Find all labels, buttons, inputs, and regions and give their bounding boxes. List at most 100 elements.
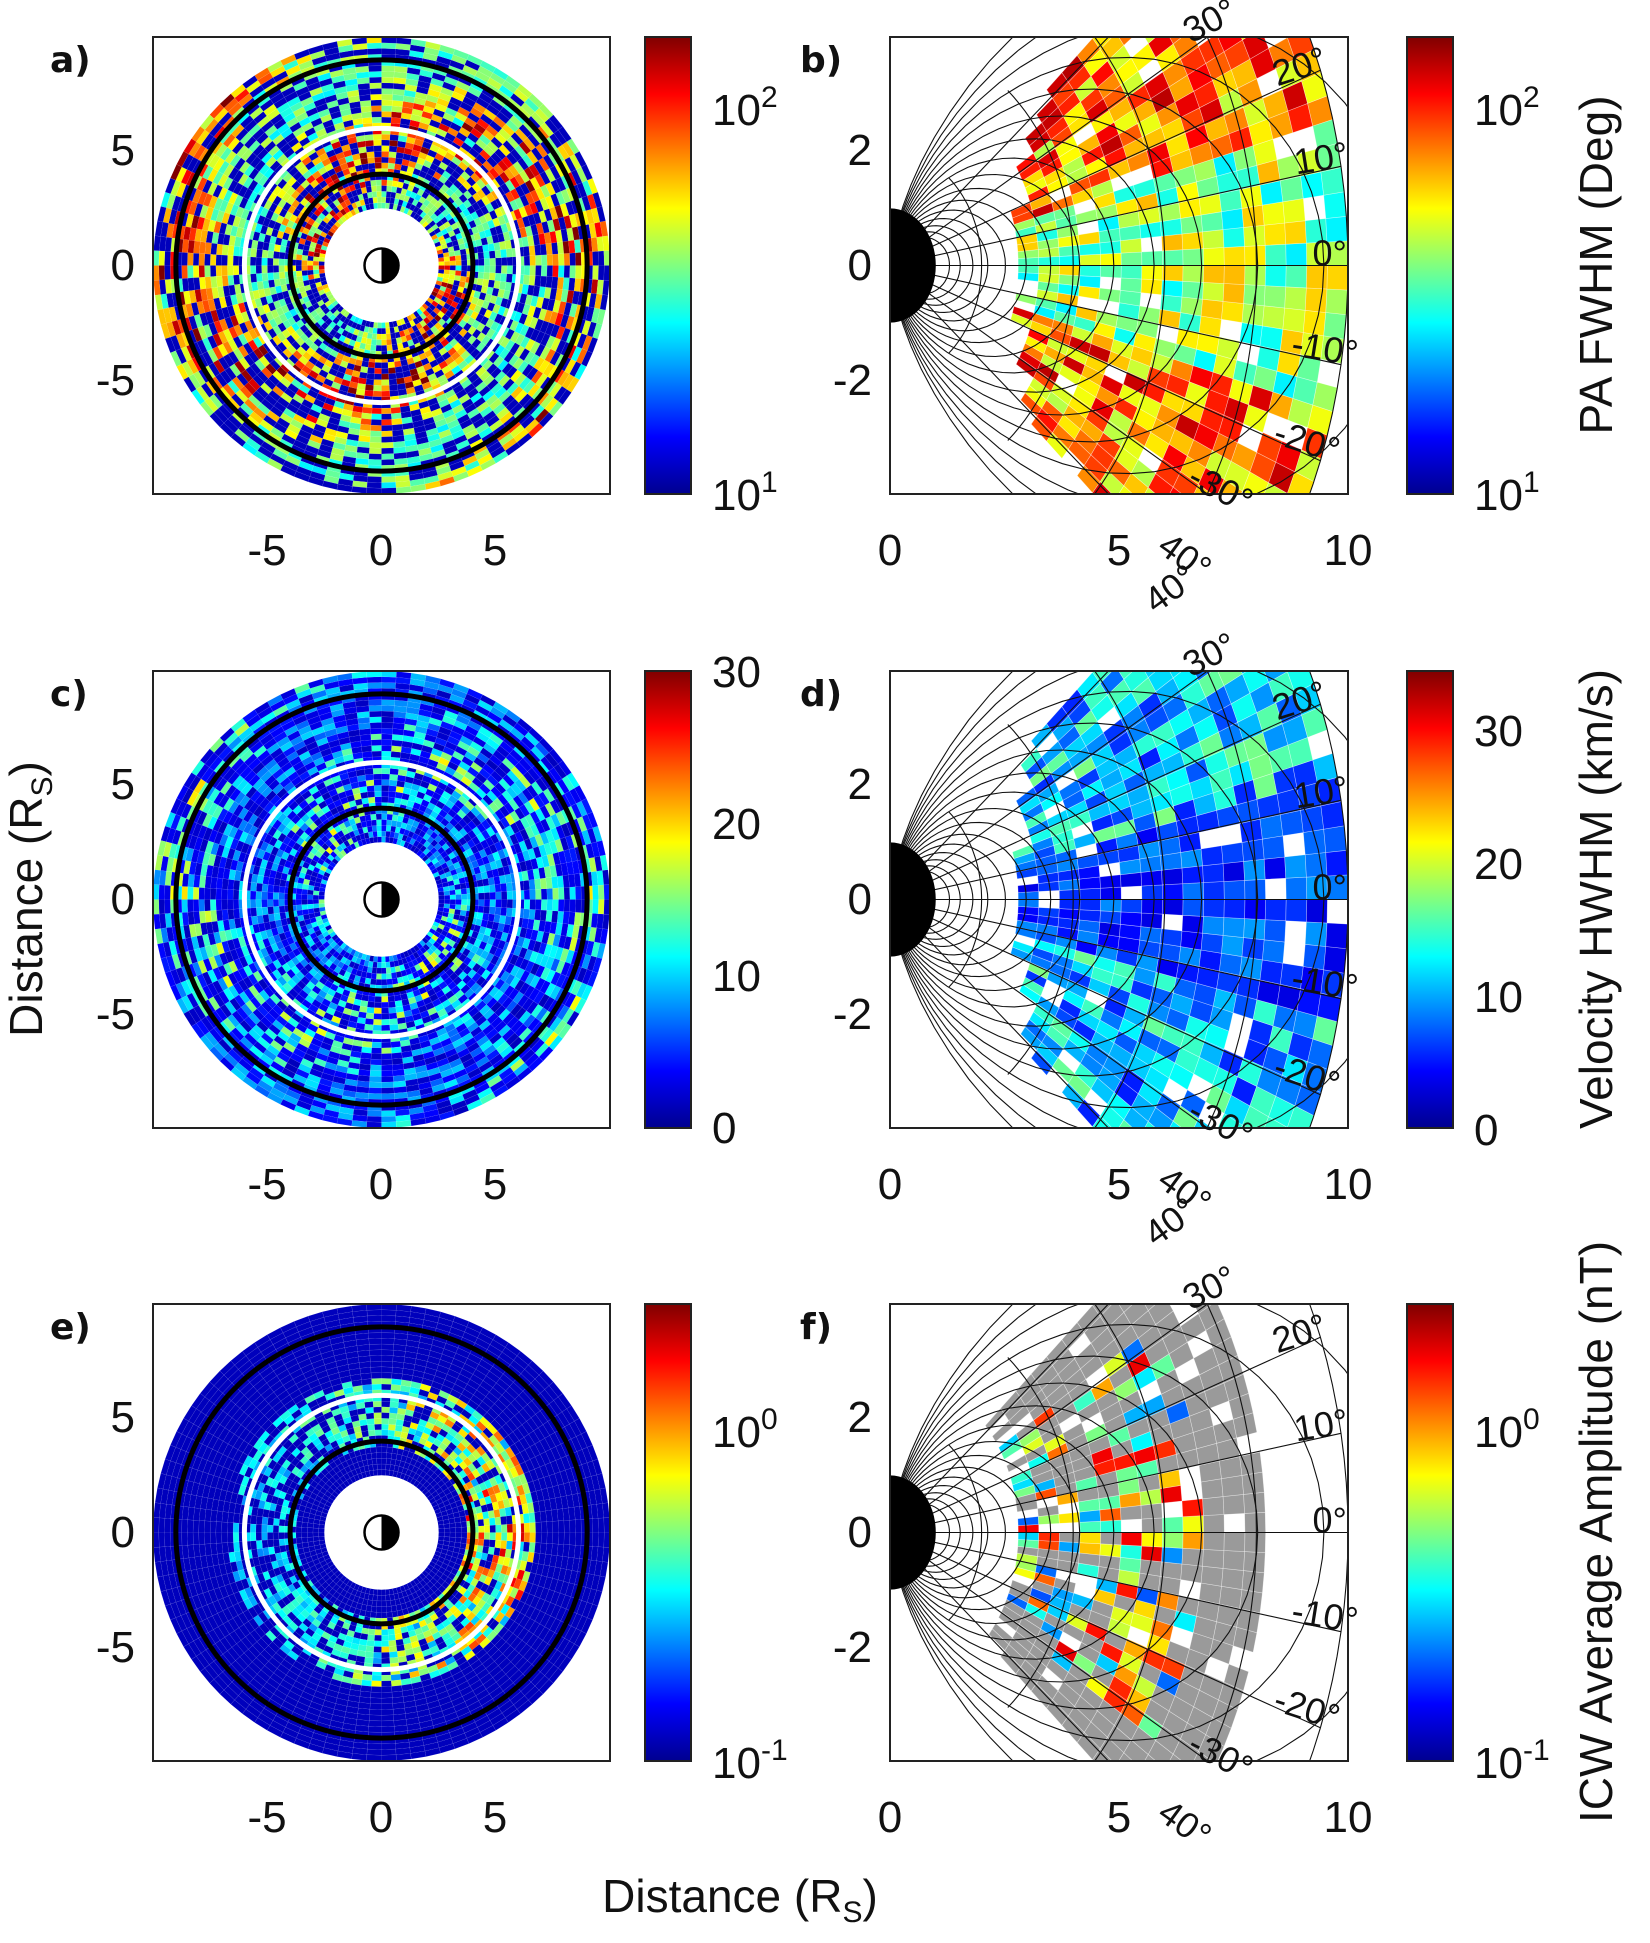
heat-cell	[381, 481, 397, 489]
y-tick-a-3: -5	[96, 356, 135, 405]
heat-cell	[443, 265, 451, 271]
heat-cell	[374, 1001, 382, 1009]
heat-cell	[373, 384, 382, 392]
heat-cell	[1079, 253, 1102, 266]
heat-cell	[390, 819, 398, 827]
heat-cell	[301, 265, 308, 271]
heat-cell	[312, 899, 320, 905]
heat-cell	[181, 252, 188, 266]
heat-cell	[1262, 201, 1286, 226]
heat-cell	[227, 255, 234, 266]
heat-cell	[373, 1018, 382, 1026]
heat-cell	[523, 265, 531, 276]
heat-cell	[232, 255, 240, 266]
heat-cell	[381, 345, 388, 352]
heat-cell	[381, 202, 386, 209]
heat-cell	[389, 768, 399, 776]
heat-cell	[483, 265, 491, 273]
heat-cell	[371, 1041, 382, 1049]
heat-cell	[477, 885, 485, 894]
heat-cell	[454, 254, 462, 261]
heat-cell	[477, 271, 485, 280]
heat-cell	[592, 251, 599, 266]
heat-cell	[386, 185, 393, 193]
heat-cell	[386, 344, 393, 352]
heat-cell	[370, 813, 377, 821]
heat-cell	[552, 253, 559, 266]
heat-cell	[366, 151, 375, 159]
heat-cell	[443, 269, 451, 275]
heat-cell	[557, 265, 565, 278]
heat-cell	[495, 265, 502, 274]
heat-cell	[278, 905, 286, 914]
heat-cell	[375, 345, 382, 352]
y-tick-b-3: -2	[833, 356, 872, 405]
cbar-b-tick-1: 102	[1474, 81, 1540, 135]
heat-cell	[494, 272, 502, 282]
heat-cell	[460, 888, 468, 895]
heat-cell	[371, 413, 382, 420]
heat-cell	[381, 65, 395, 72]
heat-cell	[381, 88, 394, 95]
heat-cell	[255, 257, 263, 266]
heat-cell	[374, 996, 382, 1003]
heat-cell	[535, 265, 542, 277]
heat-cell	[1227, 594, 1255, 629]
colorbar-b-bar	[1406, 36, 1454, 495]
heat-cell	[389, 384, 399, 392]
heat-cell	[387, 995, 396, 1003]
heat-cell	[385, 196, 391, 204]
heat-cell	[255, 265, 263, 274]
heat-cell	[1282, 198, 1306, 224]
heat-cell	[483, 899, 491, 907]
heat-cell	[261, 257, 268, 266]
heat-cell	[437, 268, 445, 274]
heat-cell	[371, 750, 382, 758]
heat-cell	[215, 265, 223, 277]
heat-cell	[381, 99, 393, 107]
heat-cell	[369, 82, 382, 90]
heat-cell	[364, 1018, 374, 1026]
heat-cell	[388, 1006, 397, 1014]
heat-cell	[381, 185, 387, 192]
heat-cell	[381, 390, 391, 398]
heat-cell	[495, 257, 502, 266]
heat-cell	[1223, 246, 1246, 266]
heat-cell	[381, 139, 390, 147]
heat-cell	[1323, 191, 1347, 219]
heat-cell	[376, 190, 382, 198]
heat-cell	[250, 882, 258, 892]
heat-cell	[495, 891, 502, 900]
heat-cell	[443, 903, 451, 909]
heat-cell	[390, 117, 402, 125]
heat-cell	[381, 956, 386, 963]
heat-cell	[388, 779, 398, 787]
heat-cell	[372, 961, 378, 969]
heat-cell	[381, 1001, 389, 1009]
heat-cell	[1141, 250, 1163, 266]
heat-cell	[272, 905, 280, 914]
heat-cell	[272, 265, 280, 273]
heat-cell	[295, 904, 303, 911]
heat-cell	[198, 265, 206, 278]
heat-cell	[483, 905, 491, 914]
heat-cell	[540, 254, 548, 266]
heat-cell	[295, 254, 303, 261]
heat-cell	[373, 1007, 382, 1015]
heat-cell	[373, 379, 382, 386]
colorbar-b-title: PA FWHM (Deg)	[1570, 95, 1622, 434]
y-tick-b-1: 2	[848, 126, 872, 175]
heat-cell	[381, 476, 396, 483]
heat-cell	[278, 899, 285, 907]
heat-cell	[489, 265, 497, 274]
panel-label-b: b)	[800, 40, 842, 81]
heat-cell	[1014, 292, 1037, 306]
heat-cell	[381, 813, 388, 820]
heat-cell	[381, 796, 389, 803]
heat-cell	[381, 76, 395, 84]
heat-cell	[500, 891, 508, 900]
heat-cell	[390, 1040, 402, 1048]
heat-cell	[371, 116, 382, 124]
heat-cell	[312, 890, 320, 896]
heat-cell	[381, 790, 389, 798]
